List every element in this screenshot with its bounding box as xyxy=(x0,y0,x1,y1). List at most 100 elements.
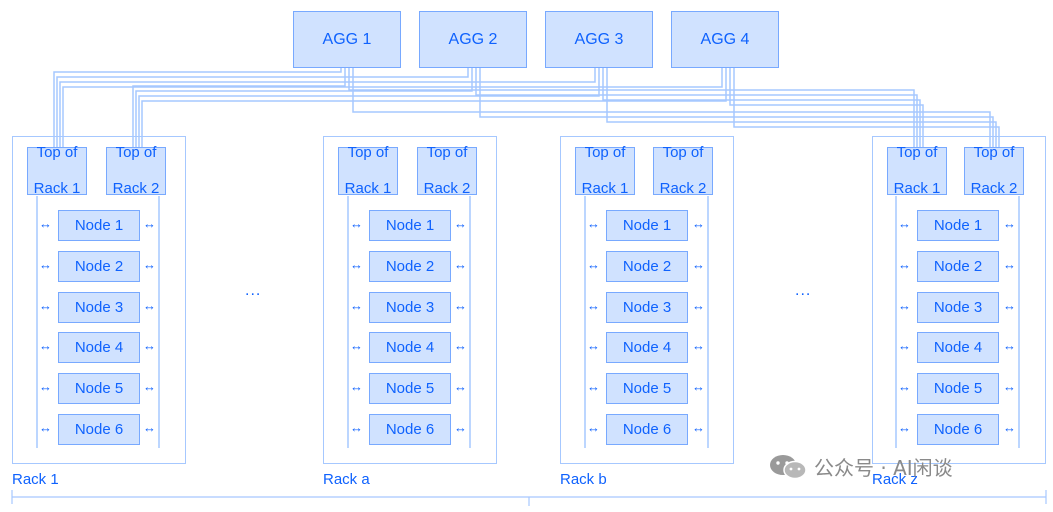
link-left-icon: ↔ xyxy=(898,338,912,354)
rack-label: Rack z xyxy=(872,471,918,488)
link-right-icon: ↔ xyxy=(143,338,157,354)
link-right-icon: ↔ xyxy=(1003,338,1017,354)
top-of-rack-2-switch: Top of Rack 2 xyxy=(417,144,477,197)
agg-switch-4: AGG 4 xyxy=(671,11,779,68)
link-left-icon: ↔ xyxy=(39,338,53,354)
node-server: Node 2 xyxy=(369,250,451,282)
rack-label: Rack a xyxy=(323,471,370,488)
link-left-icon: ↔ xyxy=(898,297,912,313)
link-right-icon: ↔ xyxy=(692,379,706,395)
rack-frame xyxy=(872,136,1046,464)
rack-frame xyxy=(560,136,734,464)
link-right-icon: ↔ xyxy=(143,256,157,272)
link-left-icon: ↔ xyxy=(350,297,364,313)
link-left-icon: ↔ xyxy=(39,420,53,435)
node-server: Node 1 xyxy=(917,210,999,241)
node-server: Node 5 xyxy=(369,373,451,405)
top-of-rack-1-switch: Top of Rack 1 xyxy=(27,144,87,197)
link-left-icon: ↔ xyxy=(587,338,601,354)
link-right-icon: ↔ xyxy=(454,379,468,395)
link-right-icon: ↔ xyxy=(454,256,468,272)
node-server: Node 5 xyxy=(58,373,140,405)
link-right-icon: ↔ xyxy=(1003,216,1017,231)
tor-label-line: Top of xyxy=(36,144,78,161)
tor-label-line: Rack 1 xyxy=(33,180,81,197)
link-left-icon: ↔ xyxy=(39,256,53,272)
link-left-icon: ↔ xyxy=(39,379,53,395)
link-right-icon: ↔ xyxy=(454,216,468,231)
link-right-icon: ↔ xyxy=(454,297,468,313)
tor-label-line: Top of xyxy=(896,144,938,161)
top-of-rack-2-switch: Top of Rack 2 xyxy=(106,144,166,197)
tor-label-line: Rack 2 xyxy=(970,180,1018,197)
link-right-icon: ↔ xyxy=(1003,379,1017,395)
more-racks-ellipsis: ... xyxy=(795,282,812,299)
tor-label-line: Rack 1 xyxy=(344,180,392,197)
agg-switch-2: AGG 2 xyxy=(419,11,527,68)
link-left-icon: ↔ xyxy=(587,297,601,313)
top-of-rack-1-switch: Top of Rack 1 xyxy=(575,144,635,197)
link-left-icon: ↔ xyxy=(39,297,53,313)
link-right-icon: ↔ xyxy=(143,216,157,231)
link-right-icon: ↔ xyxy=(1003,256,1017,272)
uplink-cable-rack1-tor1 xyxy=(53,68,342,147)
node-server: Node 3 xyxy=(369,291,451,323)
link-left-icon: ↔ xyxy=(350,216,364,231)
link-right-icon: ↔ xyxy=(143,420,157,435)
uplink-cable-rackz-tor2 xyxy=(733,68,1000,147)
node-server: Node 2 xyxy=(606,250,688,282)
link-left-icon: ↔ xyxy=(39,216,53,231)
node-server: Node 6 xyxy=(369,414,451,445)
node-server: Node 6 xyxy=(917,414,999,445)
uplink-cable-rack1-tor1 xyxy=(56,68,469,147)
link-right-icon: ↔ xyxy=(143,379,157,395)
rack-label: Rack b xyxy=(560,471,607,488)
tor-label-line: Top of xyxy=(973,144,1015,161)
node-server: Node 1 xyxy=(606,210,688,241)
node-server: Node 1 xyxy=(58,210,140,241)
uplink-cable-rackz-tor1 xyxy=(348,68,915,147)
link-right-icon: ↔ xyxy=(1003,420,1017,435)
watermark: 公众号 · AI闲谈 xyxy=(768,452,953,481)
uplink-cable-rack1-tor2 xyxy=(141,68,727,147)
rack-label: Rack 1 xyxy=(12,471,59,488)
link-right-icon: ↔ xyxy=(692,420,706,435)
link-left-icon: ↔ xyxy=(898,379,912,395)
uplink-cable-rack1-tor1 xyxy=(59,68,596,147)
top-of-rack-2-switch: Top of Rack 2 xyxy=(653,144,713,197)
uplink-cable-rackz-tor1 xyxy=(475,68,918,147)
more-racks-ellipsis: ... xyxy=(245,282,262,299)
uplink-cable-rackz-tor1 xyxy=(729,68,924,147)
top-of-rack-2-switch: Top of Rack 2 xyxy=(964,144,1024,197)
link-left-icon: ↔ xyxy=(350,338,364,354)
link-right-icon: ↔ xyxy=(692,256,706,272)
link-left-icon: ↔ xyxy=(898,216,912,231)
tor-label-line: Rack 2 xyxy=(659,180,707,197)
node-server: Node 4 xyxy=(917,332,999,364)
uplink-cable-rackz-tor2 xyxy=(606,68,997,147)
tor-label-line: Rack 2 xyxy=(423,180,471,197)
node-server: Node 4 xyxy=(606,332,688,364)
link-right-icon: ↔ xyxy=(454,420,468,435)
tor-label-line: Rack 1 xyxy=(581,180,629,197)
node-server: Node 5 xyxy=(917,373,999,405)
tor-label-line: Top of xyxy=(347,144,389,161)
watermark-text: 公众号 · AI闲谈 xyxy=(814,456,953,480)
node-server: Node 2 xyxy=(58,250,140,282)
link-left-icon: ↔ xyxy=(587,216,601,231)
top-of-rack-1-switch: Top of Rack 1 xyxy=(338,144,398,197)
agg-switch-3: AGG 3 xyxy=(545,11,653,68)
link-right-icon: ↔ xyxy=(692,216,706,231)
node-server: Node 3 xyxy=(606,291,688,323)
uplink-cable-rack1-tor2 xyxy=(138,68,600,147)
node-server: Node 4 xyxy=(58,332,140,364)
uplink-cable-rackz-tor2 xyxy=(479,68,994,147)
agg-switch-1: AGG 1 xyxy=(293,11,401,68)
tor-label-line: Top of xyxy=(426,144,468,161)
node-server: Node 6 xyxy=(606,414,688,445)
wechat-icon xyxy=(770,454,807,479)
link-right-icon: ↔ xyxy=(1003,297,1017,313)
tor-label-line: Top of xyxy=(584,144,626,161)
node-server: Node 3 xyxy=(58,291,140,323)
